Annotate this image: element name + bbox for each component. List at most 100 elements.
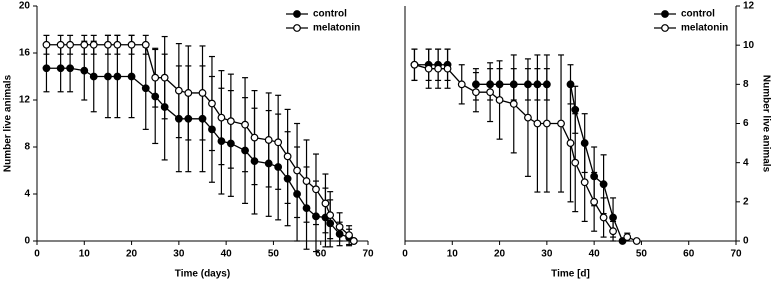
marker: [410, 60, 419, 69]
y-tick-label: 4: [24, 189, 30, 200]
marker: [141, 40, 150, 49]
marker: [533, 119, 542, 128]
legend-marker: [293, 24, 301, 32]
marker: [590, 197, 599, 206]
marker: [141, 84, 150, 93]
marker: [326, 211, 335, 220]
marker: [472, 88, 480, 97]
marker: [345, 231, 353, 240]
marker: [542, 119, 551, 128]
marker: [113, 40, 122, 49]
marker: [56, 64, 65, 73]
marker: [42, 40, 51, 49]
marker: [151, 73, 160, 82]
legend-label: control: [681, 9, 715, 20]
marker: [184, 89, 193, 97]
y-tick-label: 8: [24, 142, 30, 153]
x-tick-label: 50: [268, 249, 280, 260]
marker: [599, 213, 608, 222]
marker: [302, 177, 311, 185]
marker: [250, 133, 259, 142]
marker: [80, 66, 89, 75]
x-tick-label: 30: [173, 249, 185, 260]
x-tick-label: 0: [34, 249, 40, 260]
y-axis-label: Number live animals: [760, 75, 771, 173]
marker: [609, 227, 617, 236]
marker: [571, 105, 580, 114]
y-tick-label: 4: [743, 157, 749, 168]
marker: [127, 40, 136, 49]
marker: [89, 40, 98, 49]
x-tick-label: 70: [362, 249, 374, 260]
legend-label: control: [313, 9, 347, 20]
marker: [198, 89, 207, 97]
x-axis-label: Time (days): [175, 269, 230, 280]
legend-marker: [661, 24, 669, 32]
marker: [274, 138, 283, 147]
marker: [293, 166, 301, 175]
x-tick-label: 0: [402, 249, 408, 260]
marker: [580, 178, 589, 187]
marker: [335, 222, 344, 231]
marker: [457, 80, 466, 89]
marker: [424, 64, 433, 73]
marker: [174, 86, 183, 95]
marker: [509, 100, 518, 108]
x-tick-label: 60: [683, 249, 695, 260]
marker: [241, 120, 249, 129]
y-tick-label: 12: [743, 1, 755, 12]
y-tick-label: 20: [19, 1, 31, 12]
marker: [208, 99, 216, 108]
y-tick-label: 10: [743, 40, 755, 51]
legend-marker: [661, 10, 669, 18]
marker: [524, 113, 532, 122]
y-axis-label: Number live animals: [3, 74, 14, 172]
marker: [66, 40, 74, 49]
marker: [566, 139, 575, 147]
marker: [80, 40, 89, 49]
marker: [557, 119, 565, 128]
y-tick-label: 16: [19, 48, 31, 59]
marker: [113, 72, 122, 81]
x-tick-label: 60: [315, 249, 327, 260]
marker: [264, 136, 273, 144]
x-tick-label: 10: [79, 249, 91, 260]
marker: [217, 113, 226, 122]
x-tick-label: 50: [636, 249, 648, 260]
marker: [312, 185, 320, 194]
x-tick-label: 40: [589, 249, 601, 260]
marker: [42, 64, 51, 73]
x-tick-label: 30: [541, 249, 553, 260]
y-tick-label: 0: [743, 236, 749, 247]
marker: [127, 72, 136, 81]
y-tick-label: 8: [743, 79, 749, 90]
marker: [66, 64, 74, 73]
y-tick-label: 12: [19, 95, 31, 106]
marker: [283, 152, 292, 161]
marker: [623, 233, 632, 241]
marker: [226, 117, 235, 126]
marker: [89, 72, 98, 81]
x-tick-label: 20: [494, 249, 506, 260]
x-tick-label: 70: [730, 249, 742, 260]
legend-marker: [293, 10, 301, 18]
x-axis-label: Time [d]: [551, 269, 590, 280]
marker: [599, 180, 608, 189]
legend-label: melatonin: [313, 23, 360, 34]
series-line: [414, 64, 624, 242]
marker: [104, 72, 112, 81]
x-tick-label: 20: [126, 249, 138, 260]
x-tick-label: 10: [447, 249, 459, 260]
marker: [104, 40, 112, 49]
y-tick-label: 6: [743, 118, 749, 129]
y-tick-label: 2: [743, 196, 749, 207]
marker: [443, 64, 452, 73]
marker: [486, 88, 495, 97]
marker: [609, 213, 617, 222]
marker: [571, 158, 580, 167]
marker: [321, 199, 330, 208]
marker: [160, 73, 169, 82]
marker: [56, 40, 65, 49]
marker: [495, 96, 504, 104]
